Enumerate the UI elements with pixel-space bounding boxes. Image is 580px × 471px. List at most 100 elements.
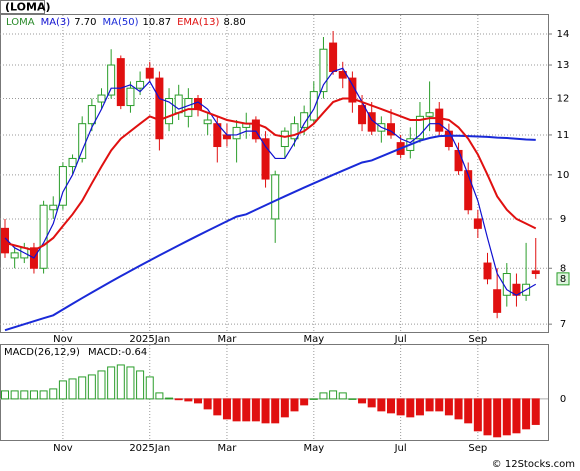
y-tick-label: 8 xyxy=(560,263,566,274)
candle-body xyxy=(290,123,299,140)
legend-name: MA(50) xyxy=(102,17,138,28)
candle-body xyxy=(531,270,540,275)
candle-body xyxy=(155,77,164,140)
macd-bar xyxy=(271,398,280,424)
macd-bar xyxy=(502,398,511,436)
macd-bar xyxy=(203,398,212,410)
macd-bar xyxy=(493,398,502,438)
candle-body xyxy=(435,108,444,132)
macd-bar xyxy=(87,374,96,400)
macd-bar xyxy=(435,398,444,412)
macd-bar xyxy=(348,398,357,400)
macd-bar xyxy=(329,390,338,400)
candle-body xyxy=(184,98,193,117)
x-tick-label: Jul xyxy=(394,334,407,345)
candle-body xyxy=(444,130,453,148)
macd-bar xyxy=(116,364,125,400)
candle-body xyxy=(454,149,463,172)
macd-bar xyxy=(155,392,164,400)
title-box xyxy=(0,0,45,14)
macd-bar xyxy=(464,398,473,424)
macd-bar xyxy=(222,398,231,420)
macd-bar xyxy=(425,398,434,412)
macd-bar xyxy=(39,390,48,400)
macd-bar xyxy=(126,366,135,400)
candle-body xyxy=(261,138,270,180)
x-tick-label: Nov xyxy=(53,334,73,345)
y-tick-label: 11 xyxy=(557,130,570,141)
candle-body xyxy=(87,105,96,125)
macd-bar xyxy=(377,398,386,412)
x-tick-label: 2025Jan xyxy=(129,334,170,345)
macd-bar xyxy=(165,397,174,400)
macd-bar xyxy=(242,398,251,422)
legend-name: EMA(13) xyxy=(177,17,219,28)
candle-body xyxy=(49,204,58,211)
candle-body xyxy=(329,42,338,73)
ma-line xyxy=(4,97,537,252)
macd-tick-label: 0 xyxy=(560,394,566,405)
candle-body xyxy=(358,105,367,125)
macd-bar xyxy=(522,398,531,430)
candle-body xyxy=(415,115,424,140)
candle-body xyxy=(309,91,318,121)
macd-bar xyxy=(406,398,415,418)
macd-bar xyxy=(367,398,376,408)
candle-body xyxy=(97,94,106,103)
macd-bar xyxy=(483,398,492,436)
macd-bar xyxy=(444,398,453,416)
last-price-label: 8 xyxy=(560,274,566,285)
legend-value: 8.80 xyxy=(223,17,245,28)
macd-bar xyxy=(261,398,270,424)
candle-body xyxy=(136,80,145,89)
candle-body xyxy=(174,94,183,114)
y-tick-label: 14 xyxy=(557,29,570,40)
macd-bar xyxy=(319,392,328,400)
macd-bar xyxy=(20,390,29,400)
x-tick-label: Nov xyxy=(53,443,73,454)
y-tick-label: 13 xyxy=(557,60,570,71)
macd-bar xyxy=(10,390,19,400)
macd-bar xyxy=(387,398,395,414)
macd-bar xyxy=(49,388,58,400)
macd-bar xyxy=(309,398,318,400)
legend-name: MA(3) xyxy=(41,17,71,28)
candle-body xyxy=(126,87,135,107)
legend-value: 10.87 xyxy=(142,17,171,28)
macd-bar xyxy=(136,370,145,400)
macd-bar xyxy=(454,398,463,420)
macd-bar xyxy=(213,398,222,416)
candle-body xyxy=(251,119,260,140)
y-tick-label: 12 xyxy=(557,94,570,105)
candle-body xyxy=(203,119,212,125)
x-tick-label: 2025Jan xyxy=(129,443,170,454)
ma-line xyxy=(4,67,537,296)
last-price-box xyxy=(556,272,570,286)
macd-bar xyxy=(300,398,309,406)
macd-bar xyxy=(145,376,154,400)
macd-bar xyxy=(29,390,38,400)
candle-body xyxy=(473,218,482,229)
macd-bar xyxy=(396,398,405,416)
macd-bar xyxy=(531,398,540,425)
x-tick-label: May xyxy=(303,443,324,454)
ma-line xyxy=(4,134,536,332)
macd-bar xyxy=(358,398,367,404)
macd-bar xyxy=(58,380,67,400)
y-tick-label: 10 xyxy=(557,170,570,181)
chart-title: (LOMA) xyxy=(5,1,50,14)
x-tick-label: Mar xyxy=(218,443,238,454)
candle-body xyxy=(78,123,87,159)
candle-body xyxy=(145,67,154,79)
macd-bar xyxy=(1,390,9,400)
legend-ticker: LOMA xyxy=(6,17,35,28)
x-tick-label: Jul xyxy=(394,443,407,454)
legend: LOMA MA(3) 7.70 MA(50) 10.87 EMA(13) 8.80 xyxy=(6,17,246,28)
macd-bar xyxy=(290,398,299,412)
y-tick-label: 7 xyxy=(560,319,566,330)
macd-bar xyxy=(194,398,202,404)
candle-body xyxy=(319,48,328,93)
candle-body xyxy=(271,174,280,220)
x-tick-label: Sep xyxy=(468,334,487,345)
